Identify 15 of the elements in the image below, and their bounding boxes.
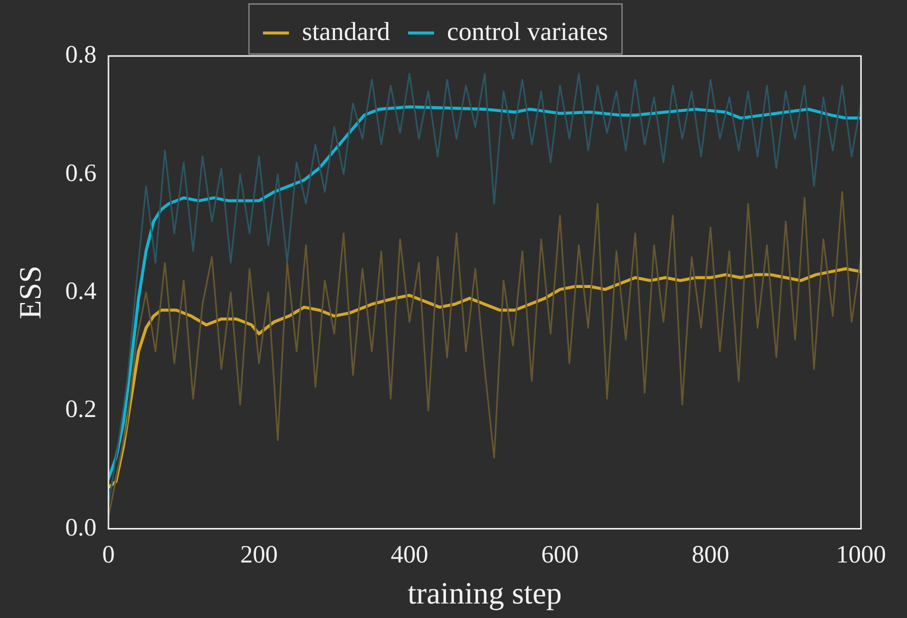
y-tick-label: 0.4	[65, 278, 97, 305]
y-tick-label: 0.0	[65, 514, 96, 542]
legend-label: control variates	[447, 16, 608, 46]
x-axis-title: training step	[408, 576, 562, 611]
y-axis-title: ESS	[12, 266, 48, 320]
x-tick-label: 0	[102, 541, 115, 568]
y-tick-label: 0.8	[65, 42, 96, 69]
legend-label: standard	[302, 16, 390, 46]
x-tick-label: 800	[692, 541, 730, 568]
y-tick-label: 0.2	[65, 396, 96, 424]
x-tick-label: 200	[240, 541, 278, 568]
x-tick-label: 400	[390, 541, 428, 568]
x-tick-label: 600	[541, 541, 579, 568]
y-tick-label: 0.6	[65, 160, 96, 187]
x-tick-label: 1000	[836, 541, 886, 568]
